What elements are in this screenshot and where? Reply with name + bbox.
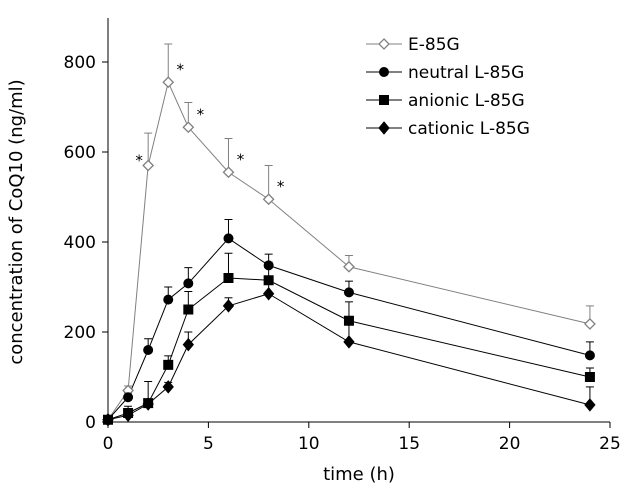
y-axis-title: concentration of CoQ10 (ng/ml) [6,79,27,364]
data-point-marker [162,76,175,89]
data-point-marker [262,193,275,206]
data-point-marker [182,121,195,134]
data-point-marker [584,372,595,382]
data-point-marker [163,359,174,370]
data-point-marker [183,304,194,315]
significance-asterisk: * [237,150,245,168]
data-point-marker [343,287,354,298]
data-point-marker [222,166,235,179]
data-point-marker [379,95,389,105]
x-tick-label: 5 [203,434,214,454]
x-tick-label: 15 [398,434,420,454]
data-point-marker [142,159,155,172]
significance-asterisk: * [176,60,184,78]
data-point-marker [378,121,390,135]
y-tick-label: 400 [64,233,96,253]
data-point-marker [222,299,235,313]
data-point-marker [343,260,355,273]
x-tick-label: 20 [499,434,521,454]
data-point-marker [584,398,596,412]
x-tick-label: 25 [599,434,621,454]
axes [107,18,610,423]
data-point-marker [379,67,389,77]
marker-group [102,76,596,427]
data-point-marker [182,337,194,352]
data-point-marker [102,412,114,427]
data-point-marker [584,317,596,330]
legend: E-85G neutral L-85G anionic L-85G cationic … [366,35,530,139]
data-point-marker [584,350,595,361]
data-point-marker [343,335,355,349]
data-point-marker [378,38,390,50]
data-point-marker [143,345,154,355]
x-axis-title: time (h) [323,464,395,485]
data-point-marker [162,380,174,394]
significance-asterisk: * [197,105,205,123]
data-point-marker [343,315,354,326]
legend-label: cationic L-85G [408,119,530,139]
y-tick-label: 600 [64,143,96,163]
data-point-marker [223,233,234,244]
tick-group: 0 5 10 15 20 25 0 200 400 600 800 [64,53,621,454]
data-point-marker [263,275,274,286]
significance-asterisk: * [277,177,285,195]
series-line [107,277,591,421]
x-tick-label: 0 [103,434,114,454]
data-point-marker [123,392,134,403]
legend-label: E-85G [408,35,460,55]
y-tick-label: 0 [85,413,96,433]
y-tick-label: 200 [64,323,96,343]
data-point-marker [122,408,134,423]
x-tick-label: 10 [298,434,320,454]
data-point-marker [163,294,174,305]
y-tick-label: 800 [64,53,96,73]
legend-label: anionic L-85G [408,91,525,111]
data-point-marker [263,260,274,271]
data-point-marker [183,278,194,289]
data-point-marker [223,273,234,283]
annotation-group: * * * * * [135,60,284,195]
data-point-marker [142,397,154,411]
legend-label: neutral L-85G [408,63,524,83]
significance-asterisk: * [135,152,143,170]
data-point-marker [262,286,275,301]
